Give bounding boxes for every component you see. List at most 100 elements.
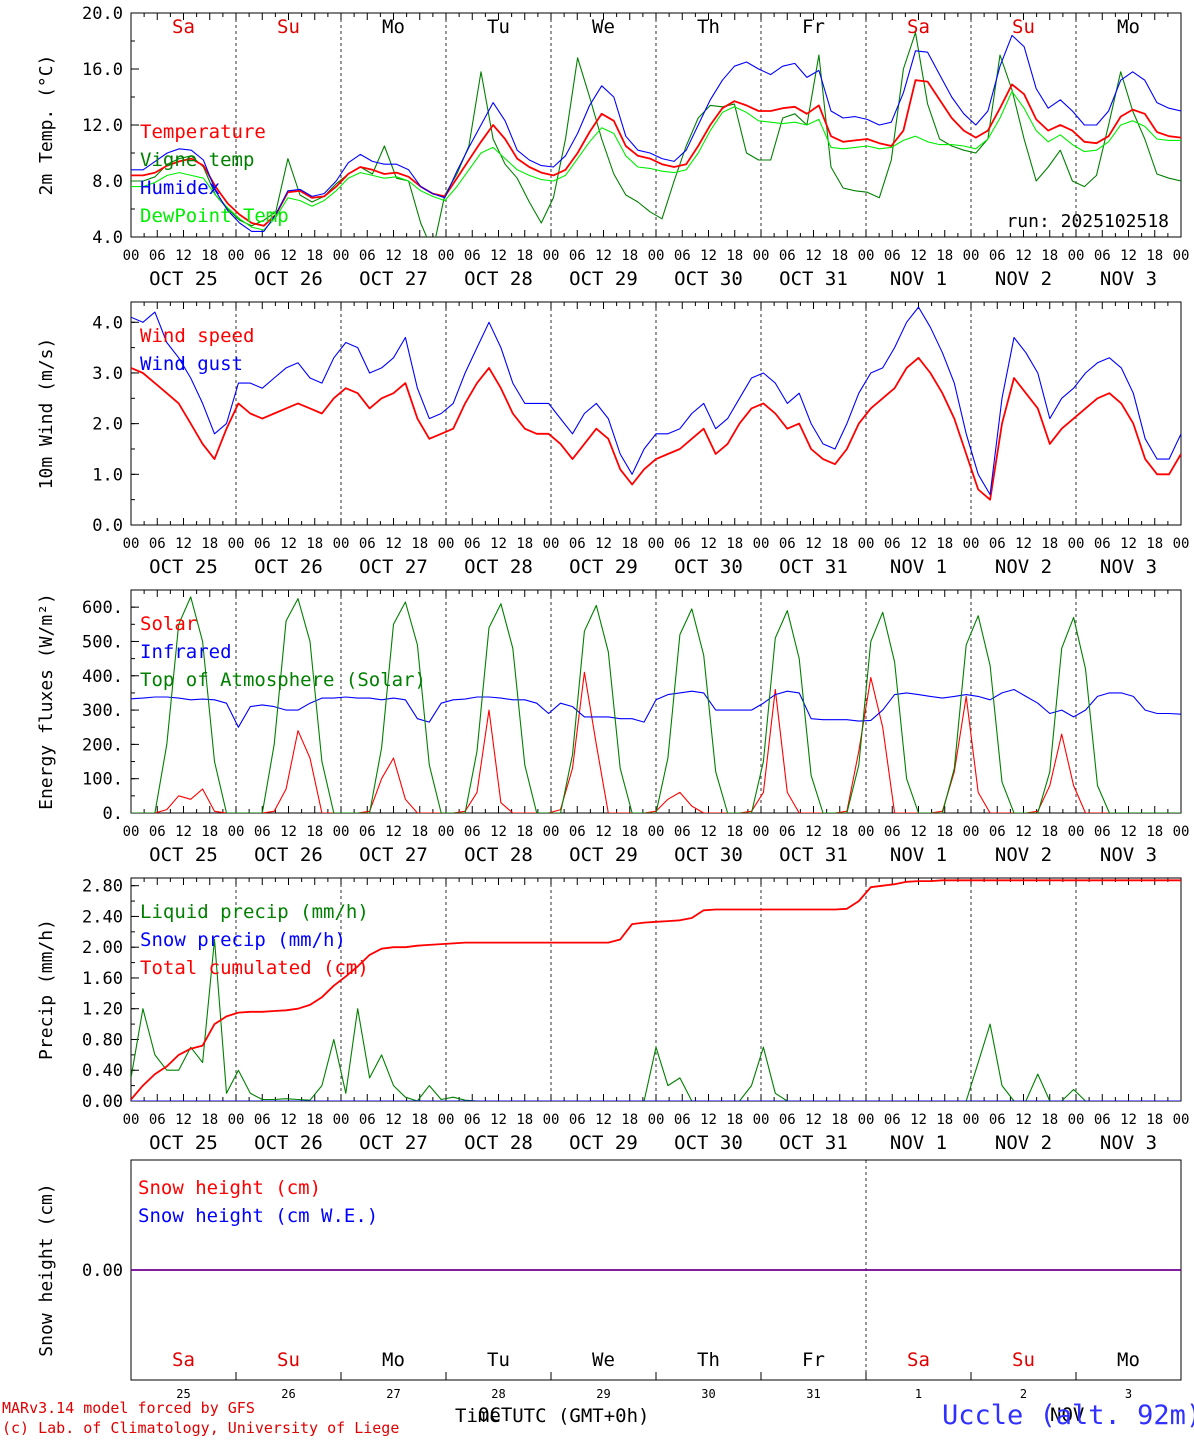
day-number-label: 28 (491, 1387, 505, 1401)
hour-label: 12 (1120, 824, 1137, 840)
hour-label: 18 (936, 1112, 953, 1128)
hour-label: 18 (831, 1112, 848, 1128)
date-label: NOV 1 (890, 1132, 947, 1154)
hour-label: 18 (1041, 824, 1058, 840)
date-label: OCT 30 (674, 268, 743, 290)
hour-label: 06 (254, 248, 271, 264)
hour-label: 00 (438, 1112, 455, 1128)
hour-label: 06 (1094, 248, 1111, 264)
hour-label: 00 (963, 248, 980, 264)
y-tick-label: 8.0 (92, 172, 123, 192)
hour-label: 06 (1094, 1112, 1111, 1128)
hour-label: 00 (648, 248, 665, 264)
y-tick-label: 1.60 (82, 969, 123, 989)
hour-label: 12 (490, 824, 507, 840)
y-tick-label: 1.20 (82, 1000, 123, 1020)
hour-label: 00 (543, 1112, 560, 1128)
hour-label: 18 (831, 248, 848, 264)
date-label: OCT 25 (149, 844, 218, 866)
hour-label: 06 (674, 824, 691, 840)
legend-entry: Humidex (140, 177, 220, 199)
legend-entry: Total cumulated (cm) (140, 957, 369, 979)
day-number-label: 2 (1020, 1387, 1027, 1401)
legend-entry: Solar (140, 613, 197, 635)
hour-label: 18 (936, 248, 953, 264)
hour-label: 12 (490, 248, 507, 264)
hour-label: 18 (726, 248, 743, 264)
day-of-week-label: Mo (382, 1349, 405, 1371)
day-number-label: 29 (596, 1387, 610, 1401)
hour-label: 12 (175, 536, 192, 552)
hour-label: 18 (1041, 536, 1058, 552)
y-tick-label: 3.0 (92, 364, 123, 384)
hour-label: 00 (333, 536, 350, 552)
hour-label: 12 (490, 1112, 507, 1128)
date-label: OCT 27 (359, 844, 428, 866)
date-label: NOV 3 (1100, 844, 1157, 866)
series-line-total-cumulated-cm- (131, 879, 1181, 1101)
y-tick-label: 4.0 (92, 228, 123, 248)
hour-label: 06 (464, 1112, 481, 1128)
y-tick-label: 0.00 (82, 1261, 123, 1281)
y-tick-label: 500. (82, 632, 123, 652)
hour-label: 12 (1015, 536, 1032, 552)
hour-label: 18 (1041, 1112, 1058, 1128)
y-tick-label: 300. (82, 701, 123, 721)
hour-label: 06 (884, 824, 901, 840)
day-of-week-label: Mo (382, 16, 405, 38)
hour-label: 00 (963, 824, 980, 840)
hour-label: 12 (910, 536, 927, 552)
hour-label: 12 (385, 1112, 402, 1128)
hour-label: 12 (805, 1112, 822, 1128)
hour-label: 18 (936, 824, 953, 840)
station-label: Uccle (alt. 92m) (942, 1400, 1194, 1431)
hour-label: 06 (254, 824, 271, 840)
date-label: OCT 28 (464, 844, 533, 866)
footer-model: MARv3.14 model forced by GFS (2, 1399, 255, 1417)
hour-label: 18 (306, 824, 323, 840)
date-label: OCT 27 (359, 268, 428, 290)
hour-label: 00 (648, 1112, 665, 1128)
legend-entry: DewPoint Temp (140, 205, 289, 227)
hour-label: 18 (201, 536, 218, 552)
day-of-week-label: Mo (1117, 1349, 1140, 1371)
hour-label: 18 (201, 1112, 218, 1128)
legend-entry: Liquid precip (mm/h) (140, 901, 369, 923)
hour-label: 00 (543, 536, 560, 552)
hour-label: 12 (1015, 248, 1032, 264)
date-label: NOV 1 (890, 556, 947, 578)
hour-label: 12 (700, 248, 717, 264)
series-line-liquid-precip-mm-h- (131, 938, 1181, 1101)
y-tick-label: 600. (82, 598, 123, 618)
day-number-label: 30 (701, 1387, 715, 1401)
y-tick-label: 400. (82, 667, 123, 687)
hour-label: 06 (989, 536, 1006, 552)
y-axis-label: Snow height (cm) (36, 1183, 57, 1356)
day-of-week-label: We (592, 16, 615, 38)
hour-label: 00 (543, 248, 560, 264)
hour-label: 06 (569, 824, 586, 840)
hour-label: 00 (123, 1112, 140, 1128)
hour-label: 06 (359, 248, 376, 264)
y-axis-label: Precip (mm/h) (36, 919, 57, 1060)
hour-label: 00 (1068, 536, 1085, 552)
y-tick-label: 100. (82, 770, 123, 790)
hour-label: 12 (1015, 1112, 1032, 1128)
hour-label: 06 (884, 248, 901, 264)
y-tick-label: 16.0 (82, 60, 123, 80)
hour-label: 06 (569, 536, 586, 552)
series-line-humidex (131, 34, 1181, 232)
series-line-temperature (131, 79, 1181, 227)
y-tick-label: 0.40 (82, 1061, 123, 1081)
hour-label: 00 (753, 1112, 770, 1128)
hour-label: 18 (1146, 1112, 1163, 1128)
hour-label: 18 (726, 536, 743, 552)
hour-label: 00 (333, 1112, 350, 1128)
hour-label: 06 (464, 248, 481, 264)
footer-lab: (c) Lab. of Climatology, University of L… (2, 1419, 400, 1437)
hour-label: 18 (201, 248, 218, 264)
day-of-week-label: Th (697, 1349, 720, 1371)
hour-label: 12 (910, 248, 927, 264)
hour-label: 12 (1120, 536, 1137, 552)
day-number-label: 31 (806, 1387, 820, 1401)
